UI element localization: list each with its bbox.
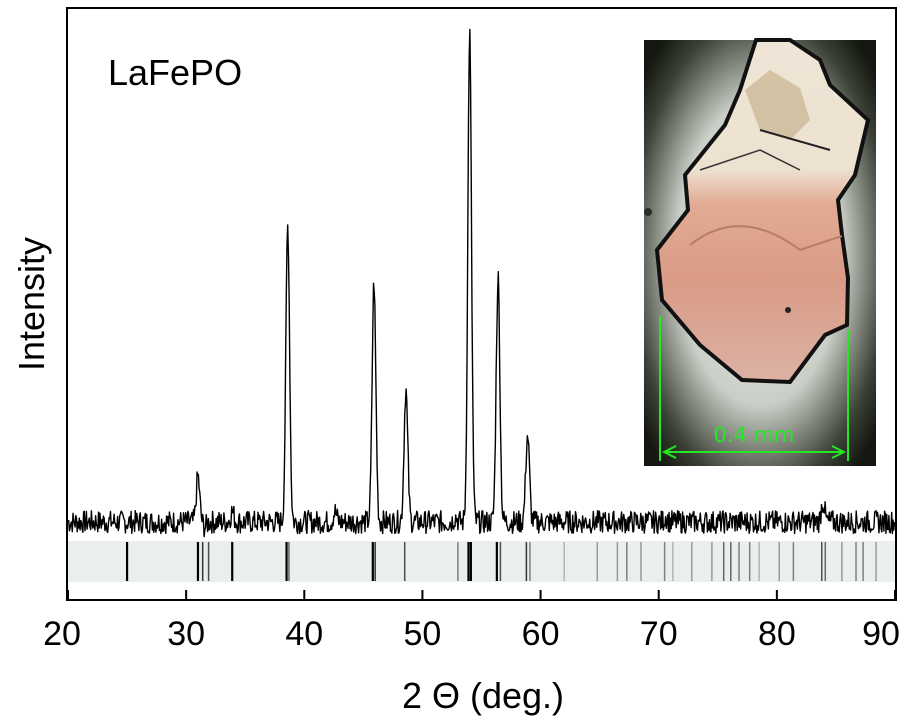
y-axis-label: Intensity [11,237,52,371]
x-tick-label: 80 [758,615,796,653]
x-tick-label: 20 [43,615,81,653]
plot-frame [66,7,897,601]
x-axis-ticks [67,590,896,600]
scale-bar-label: 0.4 mm [714,423,795,447]
reference-lines [125,542,877,581]
x-tick-label: 70 [640,615,678,653]
x-axis-label: 2 Θ (deg.) [402,675,564,716]
x-tick-label: 50 [404,615,442,653]
xrd-pattern-line [67,28,896,538]
x-axis-tick-labels: 20 30 40 50 60 70 80 90 [43,615,900,653]
sample-label: LaFePO [108,52,242,93]
x-tick-label: 30 [167,615,205,653]
x-tick-label: 90 [862,615,900,653]
x-tick-label: 40 [285,615,323,653]
scale-bar [659,316,849,461]
crystal-photo-inset: 0.4 mm [644,38,876,466]
x-tick-label: 60 [522,615,560,653]
reference-strip [68,541,895,582]
